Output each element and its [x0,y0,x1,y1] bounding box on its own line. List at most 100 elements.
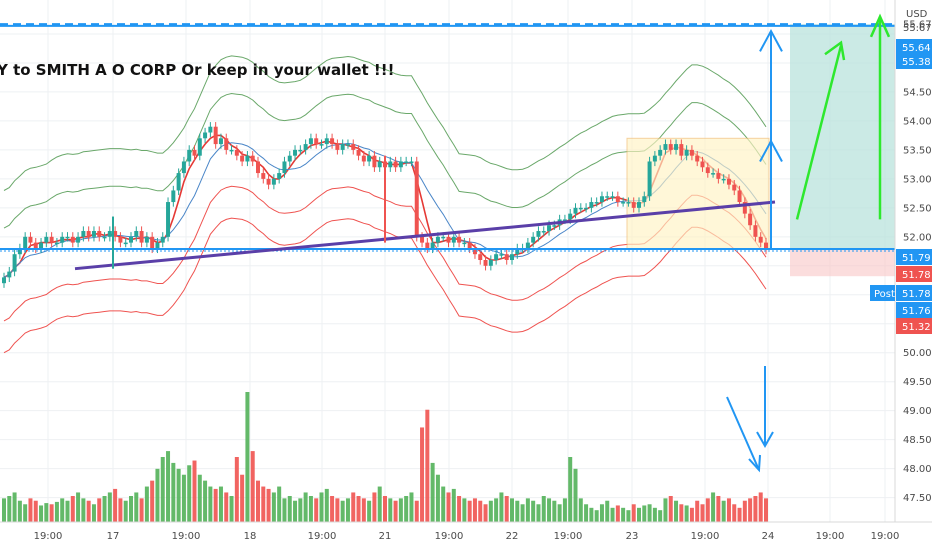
candle-body [107,231,112,237]
volume-bar [568,457,573,522]
volume-bar [420,427,425,522]
drawings [0,13,895,473]
candle-body [388,161,393,168]
candle-body [578,207,583,210]
x-tick-label: 19:00 [816,531,845,542]
volume-bar [642,505,647,522]
volume-bar [17,500,22,522]
candle-body [393,161,398,168]
profit-zone [790,24,895,249]
candle-body [287,155,292,162]
candle-body [340,144,345,150]
price-badge [896,318,932,334]
price-badge [896,302,932,318]
candle-body [536,231,541,237]
candle-body [430,242,435,249]
candle-body [129,236,133,243]
candle-body [298,149,303,152]
candle-body [171,190,176,203]
candle-body [705,167,710,174]
volume-bar [510,498,514,522]
volume-bar [753,496,758,522]
volume-bar [203,480,208,522]
volume-bar [330,496,335,522]
candle-body [23,236,28,249]
volume-bar [28,498,33,522]
candle-body [689,149,694,156]
volume-bar [679,504,684,522]
candle-body [203,132,208,139]
volume-bar [261,486,266,522]
y-tick-label: 48.50 [903,435,932,446]
upper-band-outer [3,55,767,191]
volume-bar [536,504,541,522]
volume-bar [160,457,165,522]
candle-body [446,236,451,243]
candle-body [282,161,287,174]
price-badge-label: 51.32 [902,322,931,333]
candle-body [293,149,298,156]
volume-bar [711,492,716,522]
volume-bar [383,496,387,522]
candle-body [605,196,610,198]
candle-body [488,260,493,266]
candle-body [49,236,54,243]
volume-bar [425,409,430,522]
x-tick-label: 19:00 [172,531,201,542]
volume-bar [86,500,91,522]
candle-body [753,225,758,237]
candle-body [60,236,65,243]
candle-body [568,213,573,220]
candle-body [531,236,536,243]
green-arrow-diagonal [795,45,843,220]
volume-bar [737,507,742,522]
candle-body [102,236,107,239]
volume-bar [615,505,620,522]
volume-bar [129,496,133,522]
candle-body [764,242,768,250]
volume-bar [430,462,435,522]
candle-body [610,196,615,198]
volume-bar [732,504,737,522]
volume-bar [287,496,292,522]
candle-body [584,207,589,210]
volume-bar [192,460,197,522]
x-tick-label: 19:00 [435,531,464,542]
volume-bar [33,500,38,522]
candle-body [176,173,181,191]
volume-bar [181,474,186,522]
volume-bar [520,504,525,522]
candle-body [91,231,96,237]
volume-bar [652,507,657,522]
green-arrow-diagonal-head [824,40,846,61]
candle-body [626,202,631,204]
price-badge [896,285,932,301]
volume-bar [218,486,223,522]
candle-body [261,173,266,179]
candle-body [510,254,514,260]
candle-body [271,178,276,185]
volume-bar [123,500,128,522]
volume-bar [314,498,319,522]
volume-bar [12,492,17,522]
volume-bar [531,500,536,522]
candle-body [367,155,372,162]
volume-bar [748,498,753,522]
candle-body [308,138,313,145]
volume-bar [150,480,155,522]
volume-bar [229,496,234,522]
x-tick-label: 23 [626,531,639,542]
candle-body [425,242,430,249]
candle-body [277,173,282,179]
y-tick-label: 48.00 [903,464,932,475]
candle-body [356,149,361,156]
volume-bar [118,498,123,522]
x-tick-label: 19:00 [554,531,583,542]
y-tick-label: 52.00 [903,232,932,243]
volume-bar [345,498,350,522]
candle-body [472,248,477,255]
volume-bar [658,510,663,522]
volume-bar [293,500,298,522]
candle-body [758,236,763,243]
volume-bar [176,468,181,522]
